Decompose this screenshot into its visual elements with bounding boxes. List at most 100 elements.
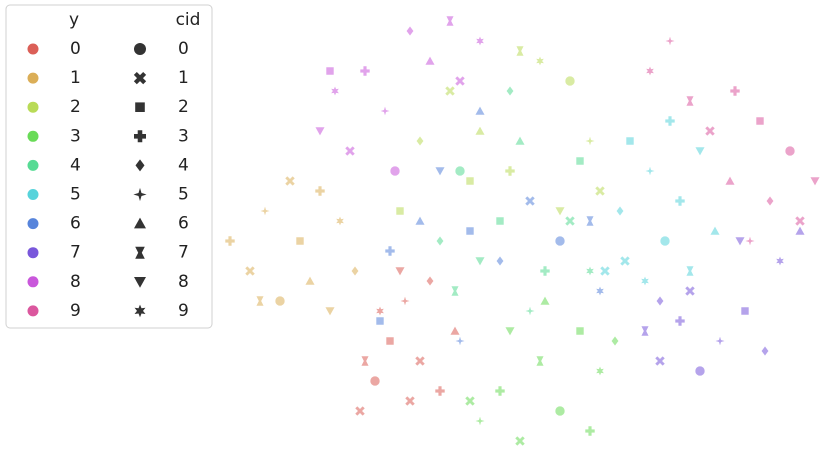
point: [325, 66, 335, 76]
point: [554, 206, 566, 217]
point: [684, 285, 696, 297]
legend-hue-marker: [27, 159, 39, 171]
legend-style-label: 9: [178, 301, 189, 321]
point: [729, 85, 741, 97]
legend-hue-label: 1: [70, 68, 81, 88]
point: [494, 385, 506, 397]
legend-hue-label: 7: [70, 243, 81, 263]
point: [405, 25, 415, 37]
point: [584, 425, 596, 437]
point: [685, 95, 695, 107]
legend-style-label: 6: [178, 214, 189, 234]
point: [453, 334, 467, 348]
legend-hue-marker: [27, 43, 39, 55]
point: [655, 295, 665, 307]
point: [524, 195, 536, 207]
legend-style-marker: [134, 304, 146, 318]
point: [523, 304, 537, 318]
point: [594, 284, 606, 298]
point: [434, 166, 446, 177]
point: [615, 205, 625, 217]
point: [644, 64, 656, 78]
point: [258, 204, 272, 218]
point: [515, 45, 525, 57]
point: [404, 395, 416, 407]
legend-hue-marker: [27, 276, 39, 288]
point: [564, 215, 576, 227]
point: [619, 255, 631, 267]
point: [449, 325, 461, 336]
point: [424, 55, 436, 66]
point: [809, 176, 821, 187]
legend-hue-marker: [27, 247, 39, 259]
point: [794, 215, 806, 227]
point: [640, 325, 650, 337]
point: [554, 405, 566, 417]
legend-style-label: 7: [178, 243, 189, 263]
point: [454, 165, 466, 177]
legend-hue-label: 8: [70, 272, 81, 292]
point: [384, 245, 396, 257]
point: [709, 225, 721, 236]
legend: 0 1 2 3 4 5 6 7 8 9 0 1 2 3 4 5 6 7 8 9: [27, 39, 189, 321]
point: [434, 385, 446, 397]
point: [674, 315, 686, 327]
point: [414, 215, 426, 226]
legend-style-label: 2: [178, 97, 189, 117]
legend-hue-label: 5: [70, 185, 81, 205]
legend-hue-title: y: [69, 10, 79, 30]
point: [369, 375, 381, 387]
point: [473, 414, 487, 428]
point: [354, 405, 366, 417]
point: [594, 364, 606, 378]
point: [539, 265, 551, 277]
point: [444, 85, 456, 97]
point: [374, 304, 386, 318]
legend-hue-marker: [27, 305, 39, 317]
point: [314, 126, 326, 137]
legend-hue-label: 2: [70, 97, 81, 117]
point: [740, 306, 750, 316]
legend-hue-marker: [27, 189, 39, 200]
point: [284, 175, 296, 187]
point: [474, 34, 486, 48]
point: [465, 176, 475, 186]
point: [674, 195, 686, 207]
legend-hue-marker: [27, 72, 39, 84]
point: [755, 116, 765, 126]
point: [398, 294, 412, 308]
legend-style-label: 5: [178, 185, 189, 205]
point: [334, 214, 346, 228]
point: [594, 185, 606, 197]
point: [784, 145, 796, 157]
point: [564, 75, 576, 87]
point: [314, 185, 326, 197]
point: [435, 235, 445, 247]
point: [575, 156, 585, 166]
point: [694, 365, 706, 377]
point: [255, 295, 265, 307]
point: [344, 145, 356, 157]
legend-style-label: 4: [178, 155, 189, 175]
point: [610, 335, 620, 347]
point: [713, 334, 727, 348]
point: [734, 236, 746, 247]
legend-style-label: 3: [178, 126, 189, 146]
point: [378, 104, 392, 118]
point: [514, 135, 526, 146]
point: [659, 235, 671, 247]
point: [760, 345, 770, 357]
point: [474, 256, 486, 267]
legend-style-marker: [134, 277, 146, 288]
legend-style-marker: [134, 217, 146, 229]
point: [625, 136, 635, 146]
legend-hue-label: 0: [70, 39, 81, 59]
point: [395, 206, 405, 216]
legend-hue-label: 6: [70, 214, 81, 234]
point: [654, 355, 666, 367]
point: [224, 235, 236, 247]
point: [724, 175, 736, 186]
point: [664, 115, 676, 127]
